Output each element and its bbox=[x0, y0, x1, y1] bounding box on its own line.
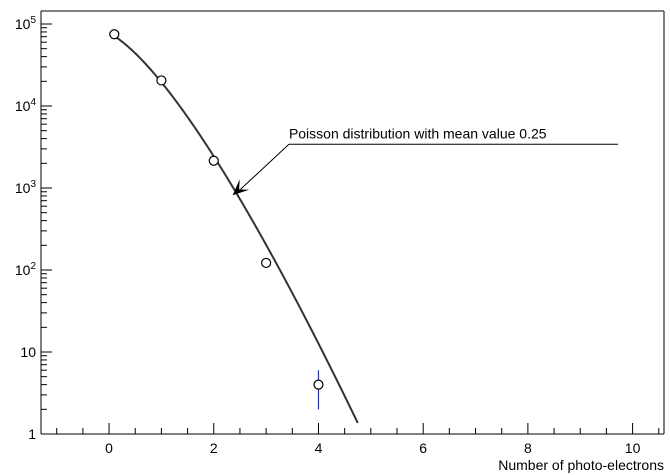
data-points-layer bbox=[109, 29, 324, 410]
y-tick-label: 104 bbox=[15, 97, 37, 114]
annotation-arrowhead bbox=[232, 179, 250, 196]
data-point bbox=[313, 379, 324, 390]
annotation-text: Poisson distribution with mean value 0.2… bbox=[289, 125, 547, 141]
y-tick-label: 1 bbox=[28, 426, 36, 442]
annotation-arrow-line bbox=[240, 143, 290, 190]
chart-axes bbox=[40, 10, 665, 435]
x-tick-label: 8 bbox=[524, 440, 532, 456]
poisson-curve-layer bbox=[113, 35, 359, 424]
y-tick-label: 102 bbox=[15, 261, 37, 278]
data-point bbox=[261, 257, 272, 269]
data-point bbox=[156, 75, 167, 86]
x-tick-label: 10 bbox=[625, 440, 641, 456]
x-tick-label: 0 bbox=[105, 440, 113, 456]
x-tick-label: 6 bbox=[419, 440, 427, 456]
chart-ticks: 0 2 4 6 8 10 1 10 102 103 104 105 bbox=[15, 15, 660, 456]
data-point bbox=[109, 29, 120, 40]
y-tick-label: 10 bbox=[20, 344, 36, 360]
y-tick-label: 105 bbox=[15, 15, 37, 32]
y-tick-label: 103 bbox=[15, 179, 37, 196]
x-axis-label: Number of photo-electrons bbox=[498, 457, 664, 473]
data-point bbox=[208, 155, 219, 166]
x-tick-label: 4 bbox=[315, 440, 323, 456]
poisson-curve bbox=[113, 35, 359, 424]
x-tick-label: 2 bbox=[210, 440, 218, 456]
annotation-layer: Poisson distribution with mean value 0.2… bbox=[232, 125, 618, 196]
